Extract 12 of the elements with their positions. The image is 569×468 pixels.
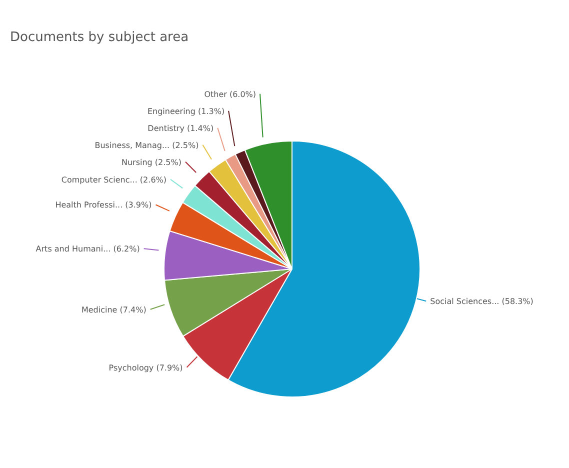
slice-label: Engineering (1.3%) [147,106,225,116]
slice-label: Arts and Humani... (6.2%) [36,244,140,254]
chart-title: Documents by subject area [10,30,189,45]
slice-label: Social Sciences... (58.3%) [430,297,534,306]
slice-label: Psychology (7.9%) [108,363,183,372]
slice-label: Health Professi... (3.9%) [55,200,152,210]
slice-label: Nursing (2.5%) [121,158,182,167]
slice-label: Computer Scienc... (2.6%) [61,175,166,184]
slice-label: Dentistry (1.4%) [148,124,214,133]
slice-label: Other (6.0%) [204,90,256,99]
slice-label: Medicine (7.4%) [81,305,146,314]
slice-label: Business, Manag... (2.5%) [94,140,199,150]
